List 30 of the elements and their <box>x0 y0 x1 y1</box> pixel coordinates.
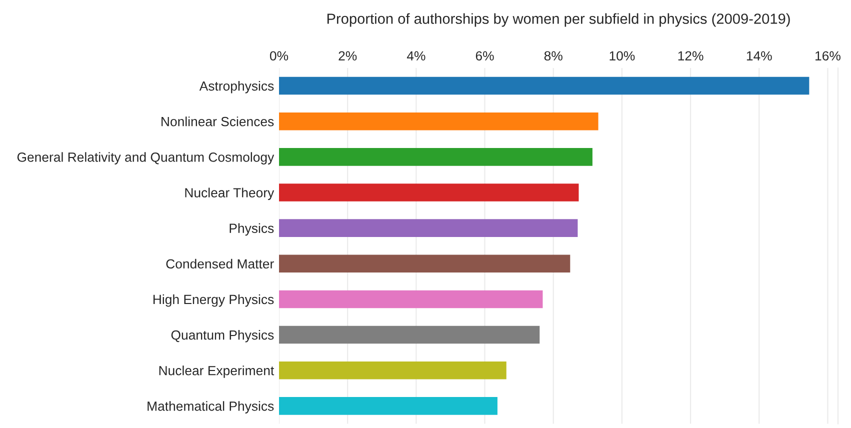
bar <box>279 290 543 308</box>
y-tick-label: Nuclear Theory <box>185 188 274 200</box>
bar <box>279 184 579 202</box>
bar <box>279 112 598 130</box>
x-tick-label: 10% <box>610 51 635 61</box>
y-tick-label: Mathematical Physics <box>148 401 274 414</box>
x-tick-label: 12% <box>678 51 704 60</box>
x-tick-label: 8% <box>544 51 562 61</box>
bar <box>279 254 570 273</box>
x-tick-label: 14% <box>746 51 772 60</box>
y-tick-label: Nonlinear Sciences <box>162 116 274 126</box>
y-tick-label: General Relativity and Quantum Cosmology <box>17 152 274 164</box>
y-tick-label: Physics <box>230 223 274 236</box>
y-tick-label: High Energy Physics <box>153 294 274 307</box>
x-tick-label: 2% <box>338 51 357 60</box>
x-tick-label: 4% <box>406 51 426 60</box>
y-tick-label: Quantum Physics <box>171 330 274 342</box>
bar <box>279 361 506 380</box>
x-tick-label: 0% <box>270 51 288 61</box>
y-tick-label: Condensed Matter <box>166 258 274 269</box>
bar <box>279 76 810 95</box>
x-tick-label: 6% <box>476 51 494 61</box>
y-tick-label: Astrophysics <box>199 81 274 94</box>
bar <box>279 326 540 344</box>
bar <box>279 397 498 415</box>
chart-title: Proportion of authorships by women per subfield in physics (2009-2019) <box>327 13 790 27</box>
bar <box>279 219 578 237</box>
bar <box>279 148 592 166</box>
y-tick-label: Nuclear Experiment <box>159 366 274 378</box>
x-tick-label: 16% <box>816 51 840 61</box>
